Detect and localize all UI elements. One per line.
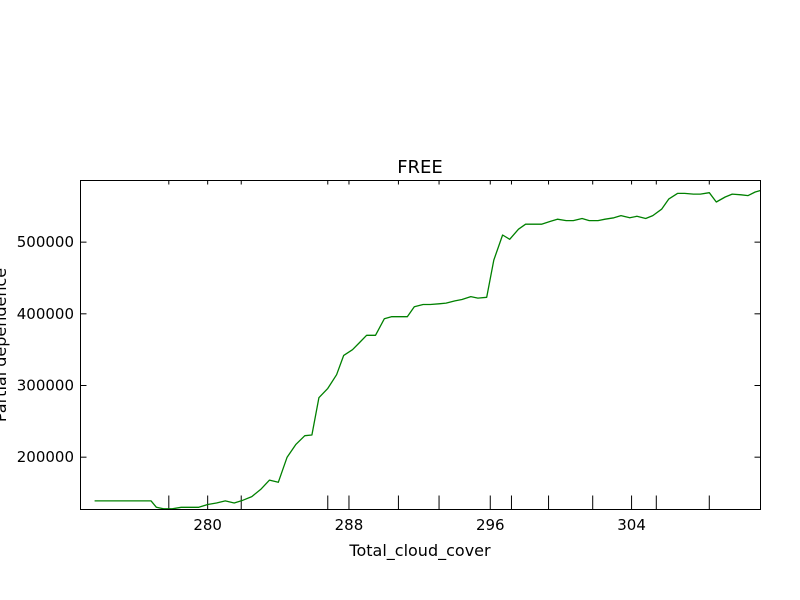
chart-title: FREE: [397, 157, 443, 178]
y-tick-label: 400000: [17, 305, 74, 323]
y-tick-label: 200000: [17, 448, 74, 466]
plot-frame: [80, 180, 761, 510]
x-tick-label: 280: [193, 516, 222, 534]
x-axis-label: Total_cloud_cover: [348, 541, 491, 561]
y-tick-label: 500000: [17, 233, 74, 251]
x-tick-label: 304: [617, 516, 646, 534]
series-line: [94, 189, 761, 510]
y-tick-label: 300000: [17, 376, 74, 394]
plot-area: [94, 189, 761, 510]
x-axis-ticks: 280 288 296 304: [168, 180, 710, 534]
y-axis-label: Partial dependence: [0, 268, 10, 422]
y-axis-ticks: 200000 300000 400000 500000: [17, 233, 761, 466]
x-tick-label: 296: [476, 516, 505, 534]
x-tick-label: 288: [335, 516, 364, 534]
